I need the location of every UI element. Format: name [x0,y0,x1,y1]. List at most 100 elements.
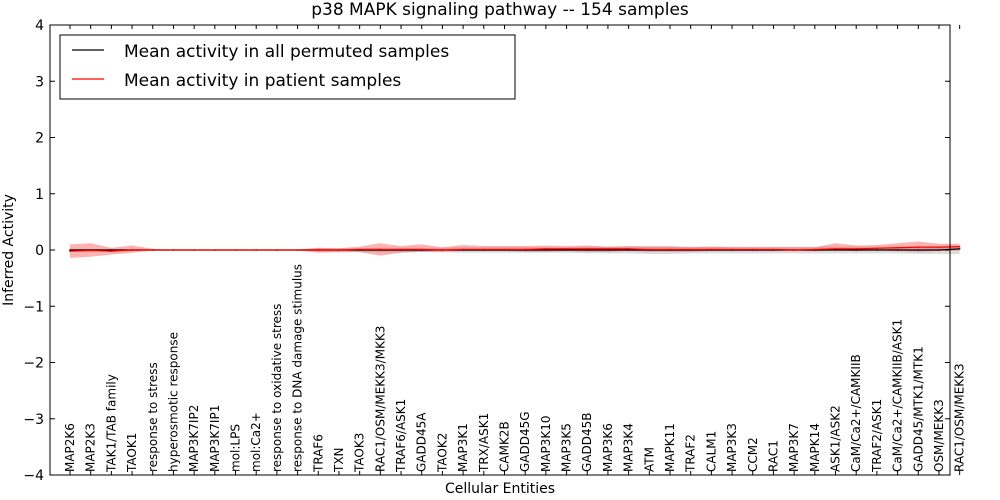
x-tick-label: GADD45/MTK1/MTK1 [911,346,925,472]
data-point-mean-activity-in-patient-samples [855,248,858,250]
data-point-mean-activity-in-patient-samples [379,248,382,251]
data-point-mean-activity-in-patient-samples [876,247,878,250]
data-point-mean-activity-in-patient-samples [814,248,816,251]
data-point-mean-activity-in-patient-samples [317,249,320,251]
x-tick-label: CAMK2B [497,421,511,472]
data-point-mean-activity-in-patient-samples [938,246,940,248]
data-point-mean-activity-in-all-permuted-samples [958,248,961,250]
y-tick-label: −1 [23,299,44,315]
x-tick-label: TAK1/TAB family [104,374,118,473]
x-tick-label: response to oxidative stress [270,304,284,472]
y-ticks: −4 −3 −2 −1 0 1 2 3 4 [23,18,950,484]
data-point-mean-activity-in-patient-samples [627,248,630,250]
data-point-mean-activity-in-patient-samples [234,249,237,251]
legend: Mean activity in all permuted samples Me… [59,34,516,100]
data-point-mean-activity-in-all-permuted-samples [896,249,899,251]
x-tick-label: MAP3K3 [725,423,739,472]
data-point-mean-activity-in-patient-samples [69,250,71,252]
x-tick-label: TRX/ASK1 [477,413,491,473]
x-tick-label: mol:Ca2+ [249,412,263,472]
data-point-mean-activity-in-patient-samples [338,249,340,251]
data-point-mean-activity-in-all-permuted-samples [110,249,113,251]
y-tick-label: 3 [35,74,44,90]
x-tick-label: TAOK1 [125,433,139,473]
x-tick-label: TAOK2 [435,433,449,473]
data-point-mean-activity-in-all-permuted-samples [627,249,630,251]
x-tick-label: GADD45B [580,413,594,473]
x-tick-label: TAOK3 [353,433,367,473]
data-point-mean-activity-in-patient-samples [689,248,692,251]
x-tick-labels: MAP2K6 MAP2K3 TAK1/TAB family TAOK1 response… [63,25,967,475]
data-point-mean-activity-in-patient-samples [896,246,899,249]
data-point-mean-activity-in-patient-samples [214,249,216,251]
data-point-mean-activity-in-patient-samples [89,249,92,252]
data-point-mean-activity-in-patient-samples [834,248,837,250]
data-point-mean-activity-in-patient-samples [524,248,526,251]
y-tick-label: 0 [35,243,44,259]
x-tick-label: RAC1/OSM/MEKK3 [953,363,967,472]
data-point-mean-activity-in-patient-samples [151,249,154,251]
data-point-mean-activity-in-patient-samples [296,249,299,251]
data-point-mean-activity-in-all-permuted-samples [565,249,568,251]
x-tick-label: response to stress [146,362,160,472]
data-point-mean-activity-in-patient-samples [793,249,795,251]
x-tick-label: MAP3K7 [787,423,801,472]
data-point-mean-activity-in-patient-samples [731,248,733,251]
x-tick-label: response to DNA damage stimulus [291,264,305,472]
data-point-mean-activity-in-all-permuted-samples [69,249,71,251]
x-tick-label: MAP2K3 [84,423,98,472]
data-point-mean-activity-in-patient-samples [420,248,423,251]
x-tick-label: TRAF2 [684,434,698,473]
data-point-mean-activity-in-patient-samples [193,249,195,251]
x-tick-label: mol:LPS [229,424,243,472]
series-line-mean-activity-in-patient-samples [69,246,960,252]
data-point-mean-activity-in-patient-samples [772,248,775,251]
data-point-mean-activity-in-patient-samples [172,249,175,251]
x-tick-label: MAP3K10 [539,415,553,472]
data-point-mean-activity-in-patient-samples [607,248,609,250]
y-tick-label: 2 [35,131,44,147]
x-tick-label: ATM [642,447,656,472]
x-axis-label: Cellular Entities [445,481,555,497]
x-tick-label: MAP2K6 [63,423,77,472]
x-tick-label: GADD45G [518,411,532,472]
chart-title: p38 MAPK signaling pathway -- 154 sample… [311,0,689,20]
data-point-mean-activity-in-all-permuted-samples [876,249,878,251]
data-point-mean-activity-in-patient-samples [958,245,961,248]
x-tick-label: MAPK14 [808,423,822,472]
y-tick-label: −3 [23,412,44,428]
x-tick-label: CaM/Ca2+/CAMKIIB/ASK1 [891,319,905,472]
x-tick-label: CaM/Ca2+/CAMKIIB [849,354,863,472]
x-tick-label: CALM1 [704,431,718,472]
x-tick-label: hyperosmotic response [166,332,180,472]
y-axis-label: Inferred Activity [1,194,17,306]
x-tick-label: MAP3K7IP1 [208,405,222,472]
data-point-mean-activity-in-patient-samples [751,248,754,251]
x-tick-label: MAP3K6 [601,423,615,472]
x-tick-label: MAP3K4 [622,423,636,472]
legend-label-permuted: Mean activity in all permuted samples [124,42,449,62]
x-tick-label: OSM/MEKK3 [932,399,946,472]
legend-box [59,34,516,100]
data-point-mean-activity-in-patient-samples [669,248,671,251]
x-tick-label: TRAF2/ASK1 [870,399,884,473]
x-tick-label: RAC1 [766,440,780,472]
data-point-mean-activity-in-all-permuted-samples [834,249,837,251]
data-point-mean-activity-in-all-permuted-samples [545,249,547,251]
y-tick-label: −4 [23,468,44,484]
data-point-mean-activity-in-patient-samples [710,248,713,251]
data-point-mean-activity-in-patient-samples [255,249,258,251]
data-point-mean-activity-in-patient-samples [648,248,651,251]
data-point-mean-activity-in-patient-samples [110,250,113,252]
line-layer [69,245,961,252]
data-point-mean-activity-in-patient-samples [462,248,464,251]
data-point-mean-activity-in-patient-samples [400,248,402,251]
x-tick-label: ASK1/ASK2 [829,405,843,472]
x-tick-label: MAPK11 [663,423,677,472]
legend-label-patient: Mean activity in patient samples [124,71,401,91]
data-point-mean-activity-in-patient-samples [131,249,133,251]
data-point-mean-activity-in-patient-samples [441,249,444,251]
data-point-mean-activity-in-all-permuted-samples [917,249,920,251]
data-point-mean-activity-in-all-permuted-samples [855,249,858,251]
